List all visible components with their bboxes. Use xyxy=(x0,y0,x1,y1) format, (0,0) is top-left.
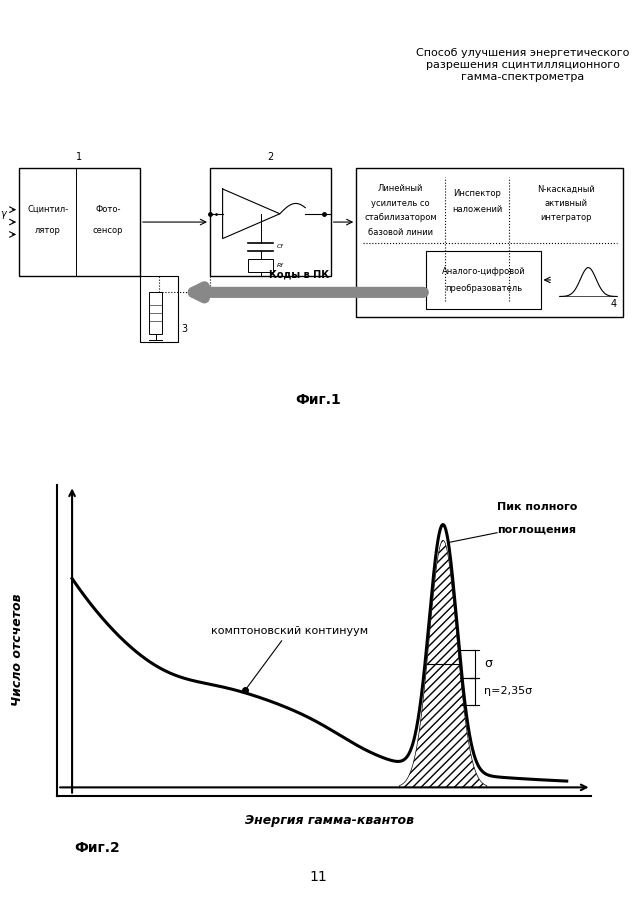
Text: усилитель со: усилитель со xyxy=(371,199,430,208)
Bar xyxy=(140,276,178,342)
Text: 2: 2 xyxy=(267,152,273,162)
Text: 11: 11 xyxy=(309,869,327,884)
Bar xyxy=(248,259,273,271)
Text: Коды в ПК: Коды в ПК xyxy=(269,270,329,280)
Text: сенсор: сенсор xyxy=(93,226,123,235)
Bar xyxy=(210,168,331,276)
Text: γ: γ xyxy=(0,209,6,218)
Text: Фиг.2: Фиг.2 xyxy=(74,841,120,855)
Text: Фиг.1: Фиг.1 xyxy=(295,393,341,407)
Text: поглощения: поглощения xyxy=(497,524,576,534)
Text: 1: 1 xyxy=(76,152,83,162)
Bar xyxy=(426,251,541,309)
Text: Rf: Rf xyxy=(277,263,283,268)
Text: базовой линии: базовой линии xyxy=(368,227,433,237)
Bar xyxy=(149,292,162,334)
Text: наложений: наложений xyxy=(452,205,502,214)
Text: Способ улучшения энергетического
разрешения сцинтилляционного
гамма-спектрометра: Способ улучшения энергетического разреше… xyxy=(417,49,630,82)
Text: Линейный: Линейный xyxy=(378,184,424,193)
Text: 3: 3 xyxy=(181,324,188,334)
Text: Инспектор: Инспектор xyxy=(453,189,501,198)
Bar xyxy=(19,168,140,276)
Text: σ: σ xyxy=(485,657,492,671)
Polygon shape xyxy=(223,189,280,238)
Bar xyxy=(356,168,623,317)
Text: стабилизатором: стабилизатором xyxy=(364,213,437,222)
Text: Энергия гамма-квантов: Энергия гамма-квантов xyxy=(245,814,414,827)
Text: преобразователь: преобразователь xyxy=(445,284,522,293)
Text: Пик полного: Пик полного xyxy=(497,503,578,512)
Text: лятор: лятор xyxy=(35,226,60,235)
Text: интегратор: интегратор xyxy=(541,213,591,222)
Text: Аналого-цифровой: Аналого-цифровой xyxy=(441,267,525,276)
Text: Сцинтил-: Сцинтил- xyxy=(27,205,68,214)
Text: N-каскадный: N-каскадный xyxy=(537,184,595,193)
Text: комптоновский континуум: комптоновский континуум xyxy=(211,626,368,688)
Text: Число отсчетов: Число отсчетов xyxy=(11,594,24,707)
Text: активный: активный xyxy=(544,199,588,208)
Text: Фото-: Фото- xyxy=(95,205,121,214)
Text: η=2,35σ: η=2,35σ xyxy=(485,686,532,697)
Text: 4: 4 xyxy=(611,298,617,309)
Text: Cf: Cf xyxy=(277,245,283,249)
